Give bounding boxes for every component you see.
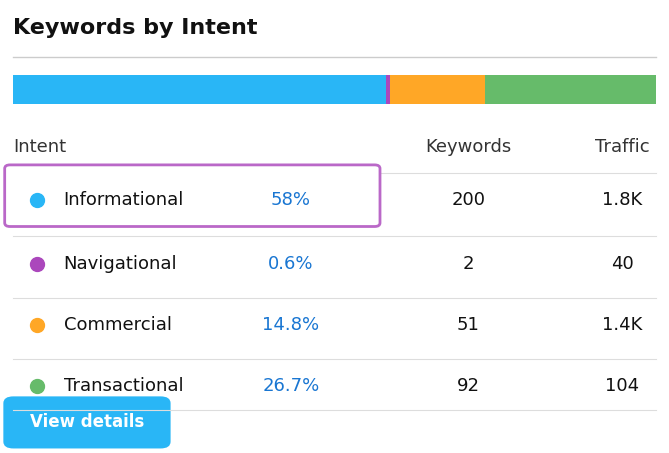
Text: 104: 104 <box>605 377 640 395</box>
Text: 51: 51 <box>457 316 480 334</box>
Text: 0.6%: 0.6% <box>268 255 314 273</box>
Text: 26.7%: 26.7% <box>262 377 320 395</box>
Text: 2: 2 <box>462 255 474 273</box>
Text: 14.8%: 14.8% <box>262 316 320 334</box>
Text: 40: 40 <box>611 255 634 273</box>
FancyBboxPatch shape <box>485 75 656 104</box>
Text: Informational: Informational <box>64 192 184 209</box>
Text: Navigational: Navigational <box>64 255 177 273</box>
Text: 58%: 58% <box>271 192 311 209</box>
Text: 200: 200 <box>452 192 485 209</box>
Text: Keywords: Keywords <box>425 138 511 156</box>
FancyBboxPatch shape <box>3 396 171 448</box>
Text: Transactional: Transactional <box>64 377 183 395</box>
Text: View details: View details <box>30 414 144 431</box>
Text: 1.8K: 1.8K <box>602 192 642 209</box>
FancyBboxPatch shape <box>386 75 390 104</box>
Text: Traffic: Traffic <box>595 138 650 156</box>
Text: Commercial: Commercial <box>64 316 171 334</box>
FancyBboxPatch shape <box>390 75 485 104</box>
Text: Keywords by Intent: Keywords by Intent <box>13 18 258 38</box>
Text: 1.4K: 1.4K <box>602 316 642 334</box>
FancyBboxPatch shape <box>13 75 386 104</box>
FancyBboxPatch shape <box>5 165 380 226</box>
Text: Intent: Intent <box>13 138 66 156</box>
Text: 92: 92 <box>457 377 480 395</box>
